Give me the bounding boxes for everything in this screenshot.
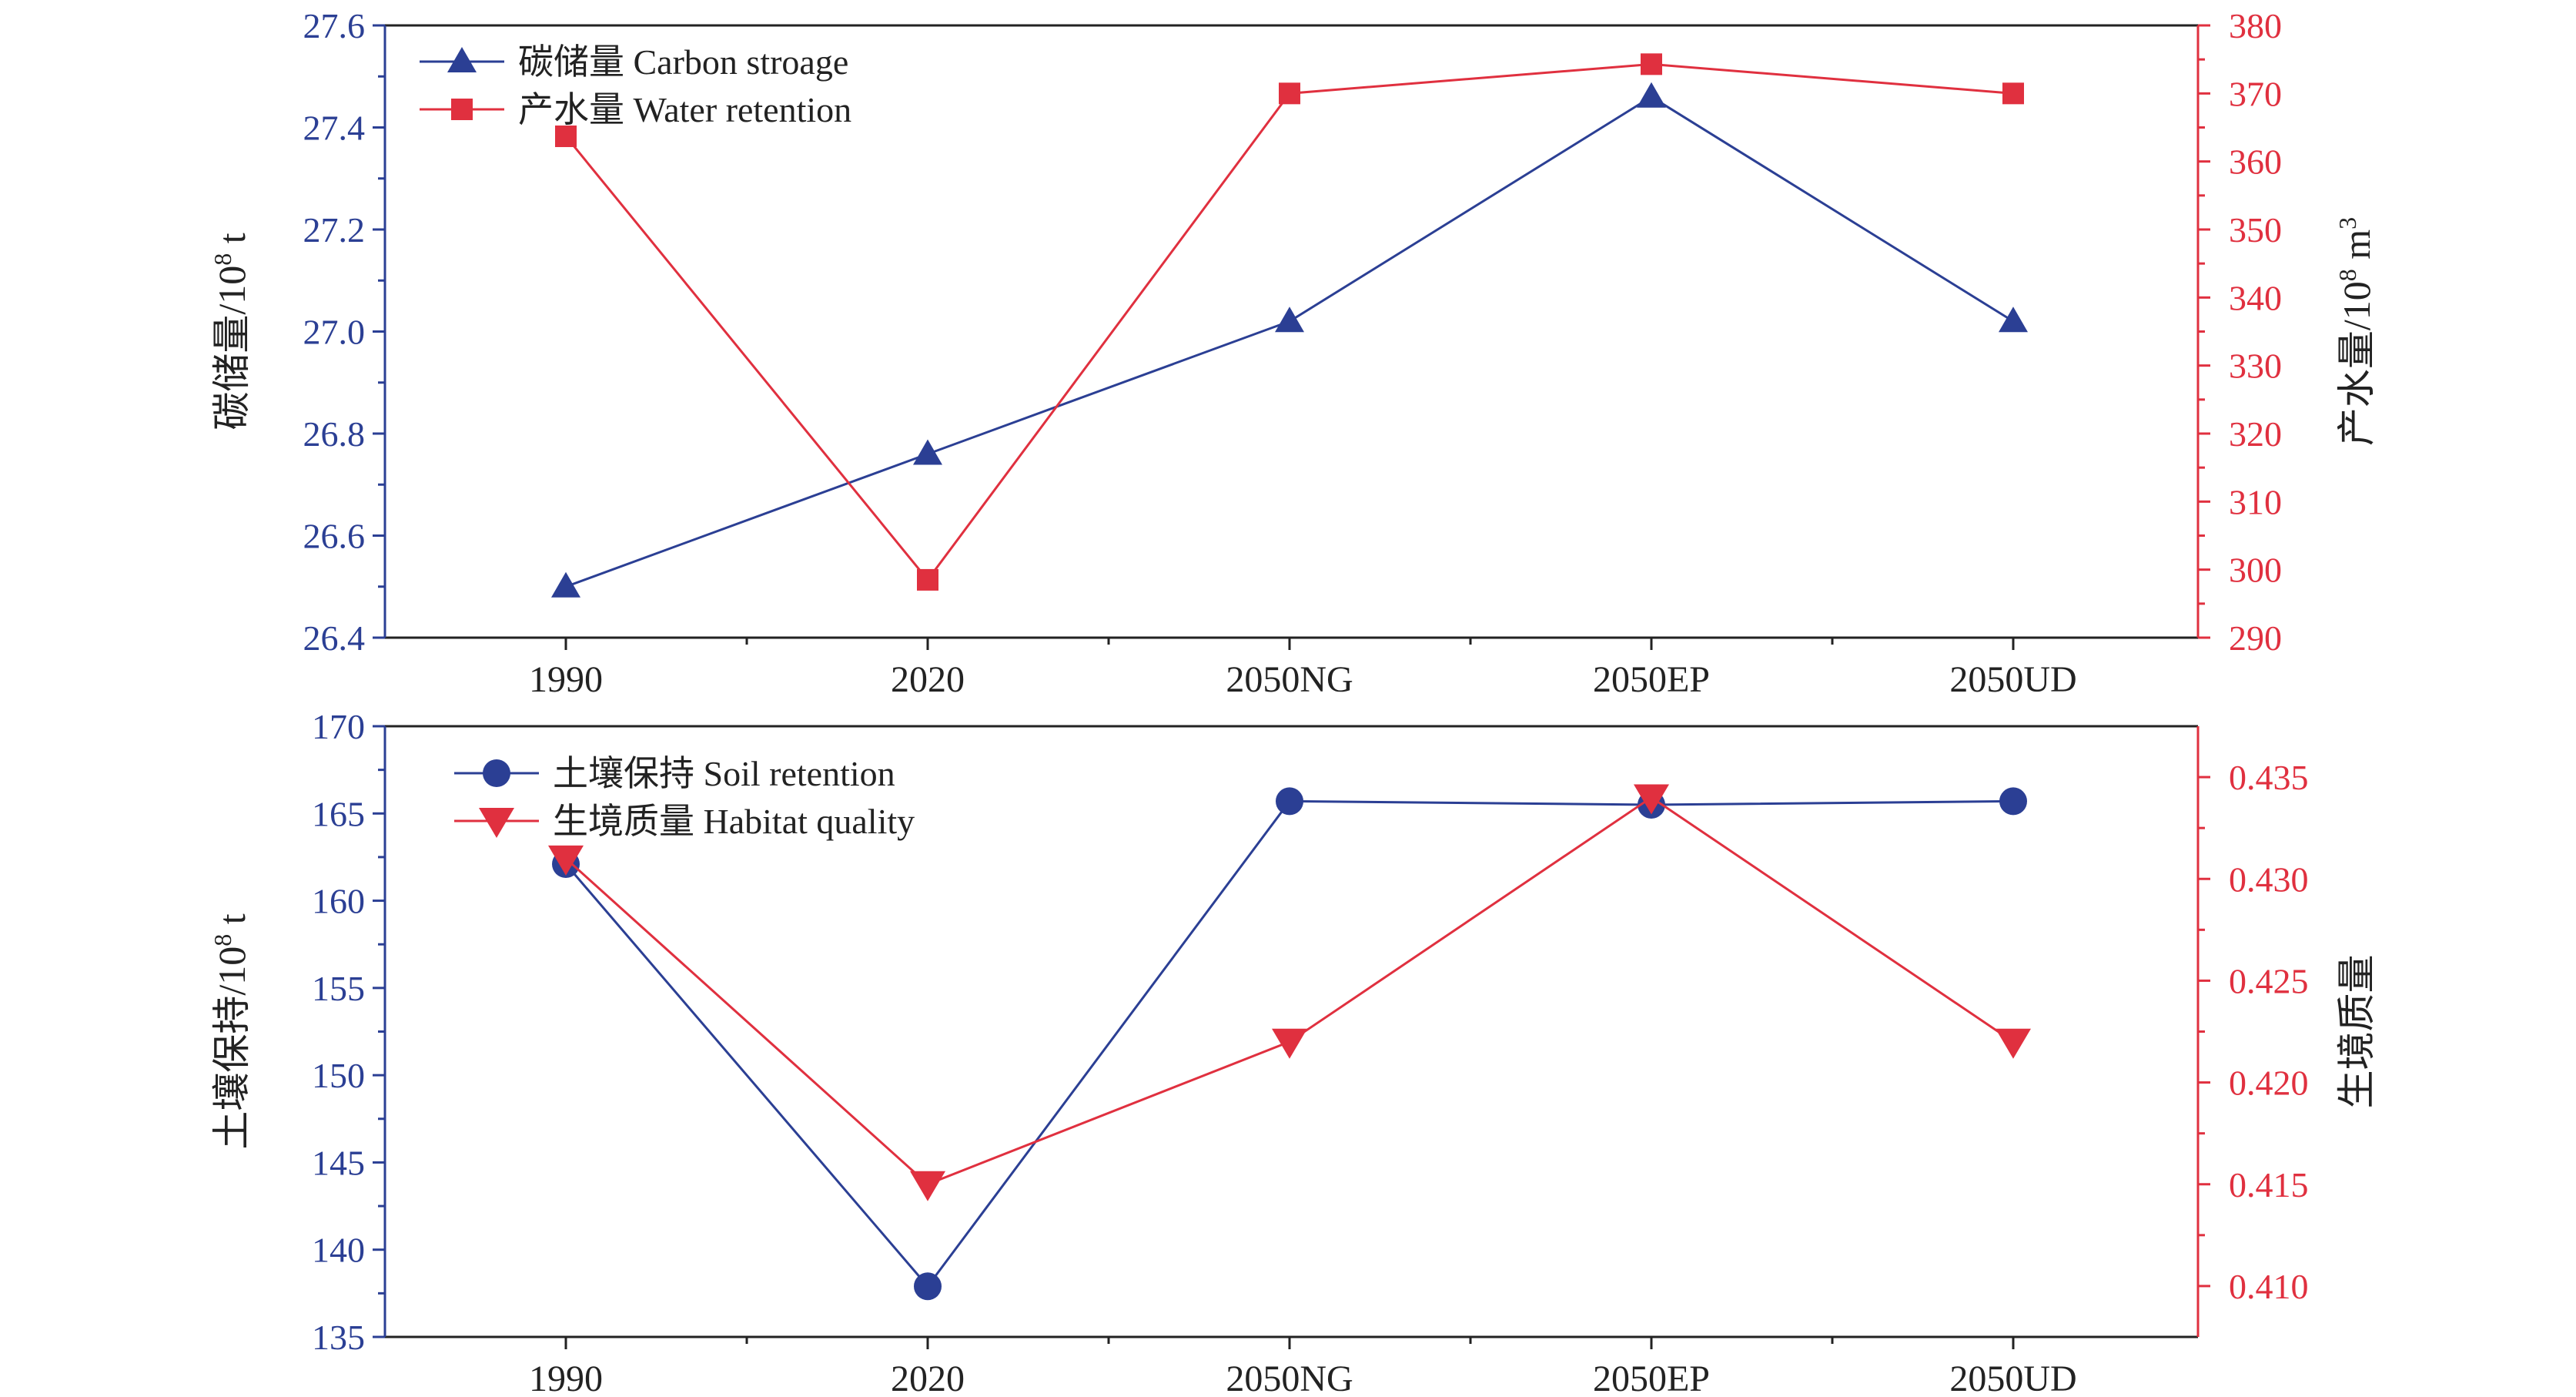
right-y-axis-title-sup2: 3	[2333, 217, 2361, 229]
right-y-tick-label: 380	[2229, 6, 2282, 45]
left-y-tick-label: 27.6	[303, 6, 366, 45]
right-y-tick-label: 300	[2229, 551, 2282, 590]
legend-entry-2: 产水量 Water retention	[420, 90, 851, 129]
right-y-axis-title-main: 产水量/10	[2335, 281, 2378, 446]
legend-label: 土壤保持 Soil retention	[553, 754, 895, 793]
left-y-tick-label: 170	[312, 707, 365, 746]
left-y-tick-label: 160	[312, 882, 365, 921]
data-point	[1637, 82, 1666, 108]
right-y-axis-title: 产水量/108 m3	[2333, 217, 2378, 446]
legend-marker	[447, 47, 477, 72]
x-tick-label: 2020	[891, 1358, 965, 1397]
left-y-axis-title-unit: t	[210, 913, 253, 934]
legend-marker	[483, 759, 510, 787]
left-y-tick-label: 26.6	[303, 517, 366, 556]
x-tick-label: 1990	[529, 1358, 603, 1397]
series-2	[555, 53, 2024, 591]
left-y-axis-title-main: 碳储量/10	[210, 266, 253, 430]
data-point	[1275, 307, 1304, 333]
right-y-tick-label: 0.415	[2229, 1165, 2309, 1204]
chart-panel-1: 1990 2020 2050NG 2050EP 2050UD 26.4 26.6 26.8 27…	[209, 6, 2378, 700]
left-y-axis-title: 土壤保持/108 t	[209, 913, 253, 1149]
right-y-tick-label: 360	[2229, 142, 2282, 182]
left-y-tick-label: 155	[312, 969, 365, 1008]
right-y-tick-label: 0.425	[2229, 961, 2309, 1000]
legend-entry-2: 生境质量 Habitat quality	[454, 802, 915, 841]
left-y-tick-label: 27.4	[303, 109, 366, 148]
x-tick-label: 2050UD	[1949, 1358, 2076, 1397]
x-tick-label: 2050NG	[1226, 659, 1353, 700]
right-y-tick-label: 0.435	[2229, 758, 2309, 797]
right-y-axis-title: 生境质量	[2335, 955, 2378, 1109]
right-y-tick-label: 320	[2229, 414, 2282, 454]
left-y-tick-label: 135	[312, 1318, 365, 1357]
left-y-tick-label: 165	[312, 794, 365, 833]
left-y-tick-label: 27.0	[303, 313, 366, 352]
left-y-tick-label: 26.8	[303, 414, 366, 454]
series-line	[565, 95, 2014, 588]
data-point	[913, 439, 942, 465]
right-y-tick-label: 340	[2229, 278, 2282, 317]
right-y-tick-label: 350	[2229, 210, 2282, 250]
data-point	[2002, 82, 2024, 105]
data-point	[551, 571, 580, 598]
data-point	[1276, 787, 1303, 816]
left-y-axis-title-sup: 8	[209, 253, 236, 266]
right-y-tick-label: 330	[2229, 347, 2282, 386]
legend-label: 产水量 Water retention	[518, 90, 851, 129]
left-y-tick-label: 145	[312, 1143, 365, 1182]
x-tick-label: 2050NG	[1226, 1358, 1353, 1397]
x-tick-label: 1990	[529, 659, 603, 700]
left-y-tick-label: 26.4	[303, 618, 366, 658]
x-tick-label: 2050UD	[1949, 659, 2076, 700]
series-1	[551, 82, 2028, 598]
legend-label: 生境质量 Habitat quality	[553, 802, 915, 841]
data-point	[548, 845, 584, 876]
left-y-axis-title-unit: t	[210, 233, 253, 253]
right-y-tick-label: 0.430	[2229, 859, 2309, 899]
right-y-axis-title-unit: m	[2335, 229, 2378, 270]
left-y-tick-label: 140	[312, 1231, 365, 1270]
data-point	[1641, 53, 1662, 75]
legend-marker	[451, 99, 473, 120]
right-y-tick-label: 370	[2229, 74, 2282, 113]
legend-entry-1: 土壤保持 Soil retention	[454, 754, 895, 793]
data-point	[910, 1171, 945, 1201]
left-y-axis-title-main: 土壤保持/10	[210, 946, 253, 1150]
series-line	[564, 796, 2014, 1186]
left-y-axis-title: 碳储量/108 t	[209, 233, 253, 430]
legend-label: 碳储量 Carbon stroage	[518, 42, 848, 82]
right-y-axis-title-main: 生境质量	[2335, 955, 2378, 1109]
left-y-tick-label: 27.2	[303, 210, 366, 250]
right-y-tick-label: 310	[2229, 482, 2282, 521]
right-y-tick-label: 290	[2229, 618, 2282, 658]
right-y-tick-label: 0.420	[2229, 1064, 2309, 1103]
x-tick-label: 2050EP	[1593, 1358, 1710, 1397]
left-y-tick-label: 150	[312, 1056, 365, 1095]
x-tick-label: 2050EP	[1593, 659, 1710, 700]
chart-panel-2: 1990 2020 2050NG 2050EP 2050UD 135 140 145 150 15…	[209, 707, 2378, 1397]
data-point	[555, 125, 577, 147]
left-y-axis-title-sup: 8	[209, 934, 236, 946]
data-point	[1996, 1028, 2031, 1059]
legend-marker	[479, 808, 514, 838]
series-2	[548, 784, 2031, 1201]
data-point	[1279, 82, 1300, 105]
right-y-tick-label: 0.410	[2229, 1267, 2309, 1306]
data-point	[1999, 307, 2028, 333]
data-point	[914, 1272, 942, 1301]
data-point	[917, 568, 938, 591]
data-point	[1272, 1028, 1307, 1059]
data-point	[1634, 784, 1669, 815]
x-tick-label: 2020	[891, 659, 965, 700]
right-y-axis-title-sup: 8	[2333, 269, 2361, 281]
data-point	[1999, 787, 2027, 816]
legend-entry-1: 碳储量 Carbon stroage	[420, 42, 848, 82]
